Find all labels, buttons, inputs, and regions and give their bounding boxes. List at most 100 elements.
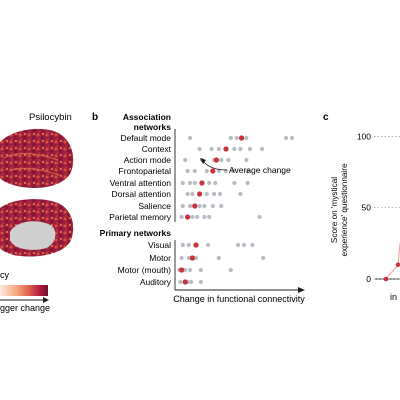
panel-c-ylabel-line1: Score on 'mystical — [330, 177, 339, 243]
subject-dot — [192, 168, 197, 174]
subject-dot — [192, 180, 197, 186]
row-label: Context — [142, 144, 172, 154]
subject-dot — [209, 146, 214, 152]
subject-dot — [238, 191, 243, 197]
axis-x-arrowhead-icon — [298, 287, 305, 293]
subject-dot — [183, 157, 188, 163]
callout-arrow-line — [202, 160, 228, 171]
subject-dot — [259, 146, 265, 152]
subject-dot — [283, 135, 289, 141]
subject-dot — [185, 191, 190, 197]
row-label: Ventral attention — [110, 178, 172, 188]
subject-dot — [216, 146, 221, 152]
subject-dot — [223, 168, 229, 174]
subject-dot — [187, 203, 193, 209]
subject-dot — [207, 180, 212, 186]
subject-dot — [244, 135, 249, 141]
average-dot — [185, 214, 191, 220]
legend-label-bottom: gger change — [0, 303, 50, 313]
subject-dot — [228, 267, 233, 273]
callout-label: Average change — [229, 165, 291, 175]
subject-dot — [235, 242, 241, 248]
panel-c-letter: c — [323, 112, 329, 123]
panel-c-tick-label: 0 — [366, 274, 371, 284]
subject-dot — [197, 203, 202, 209]
panel-c-ticks: 0 50 100 — [357, 131, 400, 284]
average-dot — [193, 242, 199, 248]
average-dot — [239, 135, 245, 141]
panel-c-xlabel-fragment: in — [390, 292, 397, 302]
panel-c-points — [383, 262, 400, 282]
panel-c-point — [383, 276, 389, 282]
subject-dot — [241, 242, 247, 248]
panel-c-series-line — [385, 243, 400, 280]
subject-dot — [187, 180, 193, 186]
subject-dot — [238, 146, 243, 152]
subject-dot — [193, 255, 199, 261]
subject-dot — [198, 267, 203, 273]
subject-dot — [244, 157, 249, 163]
row-label: Salience — [138, 201, 171, 211]
subject-dot — [180, 203, 185, 209]
subject-dot — [179, 255, 184, 261]
average-dot — [179, 267, 185, 273]
row-label: Dorsal attention — [111, 189, 171, 199]
row-label: Default mode — [120, 133, 171, 143]
subject-dot — [245, 180, 250, 186]
subject-dot — [202, 203, 207, 209]
subject-dot — [195, 214, 200, 220]
panel-a-title: Psilocybin — [29, 112, 72, 123]
subject-dot — [261, 255, 266, 261]
colorbar — [0, 285, 48, 296]
row-label: Visual — [148, 240, 171, 250]
group-header-association-line2: networks — [134, 122, 172, 132]
subject-dot — [180, 180, 185, 186]
subject-dot — [211, 191, 217, 197]
subject-dot — [207, 214, 212, 220]
subject-dot — [205, 242, 211, 248]
row-label: Frontoparietal — [119, 166, 172, 176]
average-dot — [182, 279, 188, 285]
subject-dot — [234, 135, 239, 141]
subject-dot — [231, 168, 236, 174]
subject-dot — [247, 146, 253, 152]
subject-dot — [217, 191, 223, 197]
subject-dot — [226, 157, 231, 163]
average-change-callout: Average change — [200, 158, 291, 175]
row-label: Parietal memory — [109, 212, 172, 222]
average-dot — [189, 255, 195, 261]
subject-dot — [187, 135, 193, 141]
average-dot — [192, 203, 198, 209]
average-dot — [213, 157, 219, 163]
panel-a: Psilocybin cy gger change — [0, 112, 74, 313]
callout-arrowhead-icon — [200, 158, 206, 164]
subject-dot — [216, 168, 221, 174]
average-dot — [223, 146, 229, 152]
row-label: Motor (mouth) — [118, 265, 172, 275]
subject-dot — [190, 214, 195, 220]
subject-dot — [186, 242, 191, 248]
brain-lateral-surface — [0, 128, 74, 188]
subject-dot — [202, 214, 207, 220]
subject-dot — [232, 180, 237, 186]
subject-dot — [245, 168, 250, 174]
subject-dot — [289, 135, 295, 141]
average-dot — [210, 168, 216, 174]
subject-dot — [232, 146, 237, 152]
colorbar-arrowhead-icon — [43, 297, 49, 303]
group-header-association-line1: Association — [123, 112, 171, 122]
subject-dot — [185, 168, 190, 174]
brain-lateral-view — [0, 128, 74, 188]
subject-dot — [179, 214, 184, 220]
subject-dot — [183, 267, 188, 273]
subject-dot — [180, 242, 185, 248]
brain-lateral-sulci — [3, 152, 63, 177]
subject-dot — [186, 255, 191, 261]
subject-dot — [213, 180, 218, 186]
average-dot — [197, 191, 203, 197]
group-header-primary: Primary networks — [100, 228, 172, 238]
subject-dot — [178, 279, 183, 285]
